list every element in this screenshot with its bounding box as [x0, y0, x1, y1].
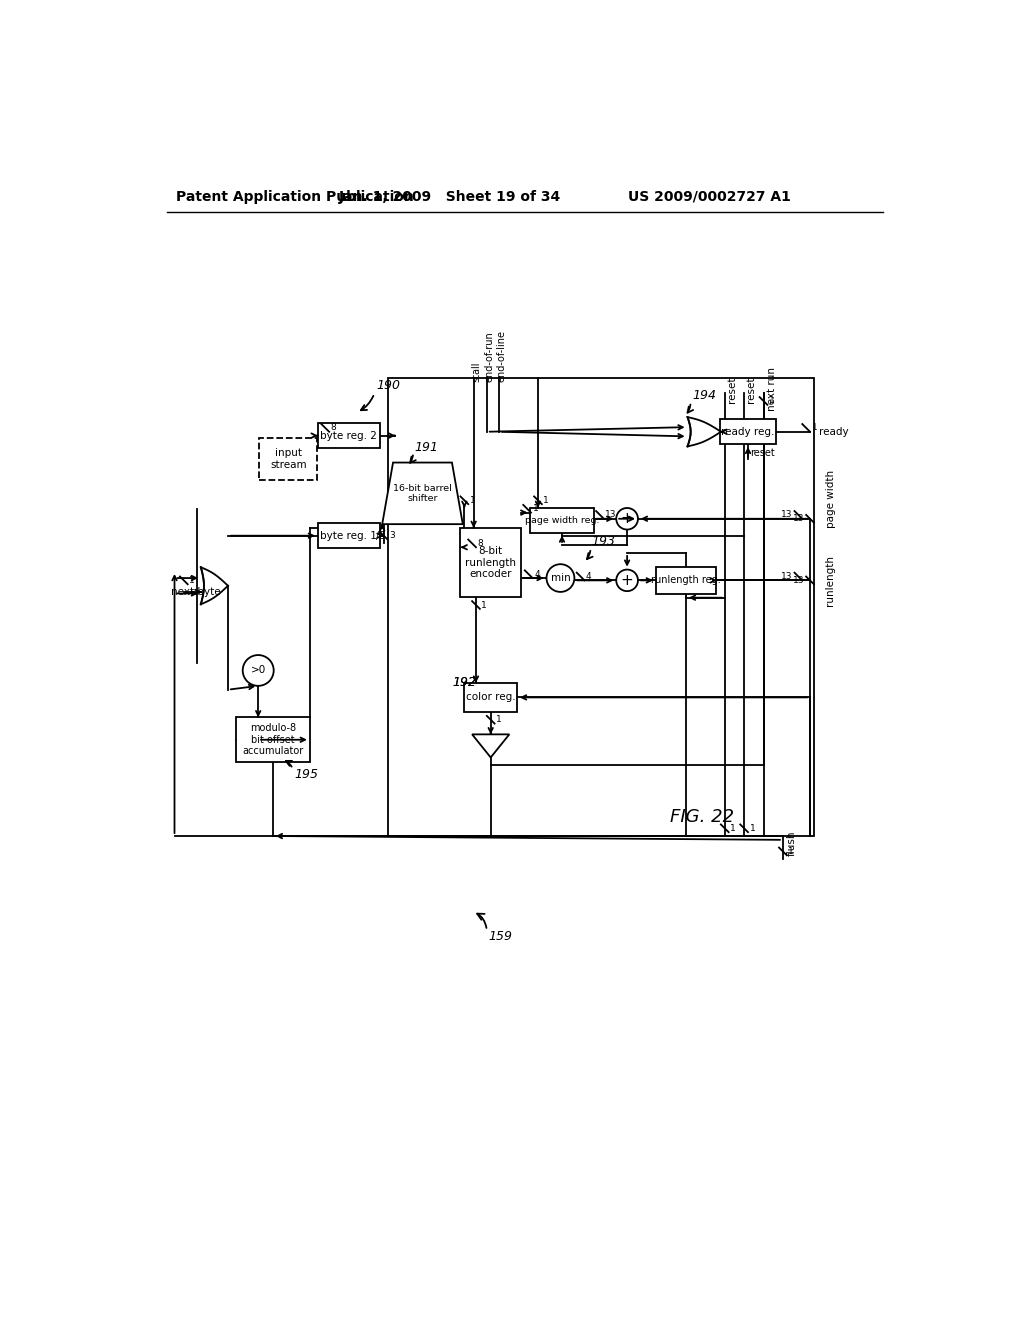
Polygon shape: [687, 417, 721, 446]
Text: next byte: next byte: [171, 587, 220, 597]
Text: 1: 1: [750, 824, 756, 833]
Text: 190: 190: [376, 379, 400, 392]
Text: byte reg. 2: byte reg. 2: [321, 430, 377, 441]
Text: 191: 191: [415, 441, 438, 454]
Text: page width: page width: [825, 470, 836, 528]
FancyArrowPatch shape: [477, 913, 486, 928]
Text: color reg.: color reg.: [466, 693, 515, 702]
Text: 13: 13: [605, 511, 616, 519]
Text: reset: reset: [746, 376, 757, 403]
Bar: [720, 420, 776, 444]
FancyArrowPatch shape: [687, 404, 693, 413]
Text: runlength reg.: runlength reg.: [651, 576, 721, 585]
Text: 13: 13: [793, 515, 805, 523]
Text: 192: 192: [452, 676, 476, 689]
Text: Jan. 1, 2009   Sheet 19 of 34: Jan. 1, 2009 Sheet 19 of 34: [339, 190, 561, 203]
Text: 195: 195: [295, 768, 318, 781]
Text: 8: 8: [477, 539, 483, 548]
Text: input
stream: input stream: [270, 447, 307, 470]
Text: FIG. 22: FIG. 22: [671, 808, 734, 826]
Text: +: +: [621, 511, 634, 527]
Text: Patent Application Publication: Patent Application Publication: [176, 190, 414, 203]
Text: page width reg.: page width reg.: [524, 516, 599, 525]
Circle shape: [616, 508, 638, 529]
Text: 192: 192: [452, 676, 476, 689]
Bar: [317, 523, 380, 548]
Bar: [655, 566, 716, 594]
Bar: [464, 682, 517, 711]
Text: 3: 3: [389, 531, 395, 540]
Bar: [317, 424, 380, 447]
Text: modulo-8
bit offset
accumulator: modulo-8 bit offset accumulator: [243, 723, 303, 756]
Text: 1: 1: [532, 504, 539, 513]
Text: 1: 1: [730, 824, 736, 833]
Text: reset: reset: [727, 376, 737, 403]
Text: 13: 13: [781, 572, 793, 581]
Text: 1: 1: [544, 496, 549, 504]
Polygon shape: [472, 734, 509, 758]
Text: flush: flush: [786, 832, 797, 857]
Circle shape: [616, 570, 638, 591]
Text: 4: 4: [535, 570, 540, 578]
Text: >0: >0: [251, 665, 266, 676]
FancyArrowPatch shape: [587, 550, 593, 560]
Text: next run: next run: [767, 367, 777, 412]
Text: 1: 1: [496, 715, 502, 725]
Text: 1: 1: [481, 601, 487, 610]
Text: 13: 13: [793, 576, 805, 585]
Bar: [530, 508, 594, 533]
Text: ready reg.: ready reg.: [721, 426, 775, 437]
Text: 1: 1: [189, 576, 195, 585]
FancyArrowPatch shape: [360, 396, 374, 411]
Text: 193: 193: [592, 536, 615, 548]
Bar: [237, 718, 309, 762]
Text: /3: /3: [376, 531, 385, 541]
FancyArrowPatch shape: [411, 455, 416, 463]
Text: 16-bit barrel
shifter: 16-bit barrel shifter: [393, 483, 452, 503]
Text: min: min: [551, 573, 570, 583]
Text: byte reg. 1: byte reg. 1: [321, 531, 377, 541]
Text: +: +: [621, 573, 634, 587]
Text: 1: 1: [470, 496, 475, 504]
FancyArrowPatch shape: [286, 760, 292, 767]
Polygon shape: [382, 462, 463, 524]
Text: runlength: runlength: [825, 554, 836, 606]
Text: 1: 1: [769, 396, 775, 405]
Text: 194: 194: [692, 389, 716, 403]
Circle shape: [243, 655, 273, 686]
Text: 1: 1: [812, 424, 817, 433]
Text: 13: 13: [781, 511, 793, 519]
Bar: [259, 437, 317, 480]
Text: end-of-run: end-of-run: [484, 331, 495, 381]
Circle shape: [547, 564, 574, 591]
Text: 159: 159: [488, 929, 512, 942]
Bar: [388, 378, 814, 836]
Text: 8: 8: [331, 424, 337, 433]
Text: end-of-line: end-of-line: [497, 330, 507, 381]
Text: 8-bit
runlength
encoder: 8-bit runlength encoder: [465, 546, 516, 579]
Text: 1: 1: [788, 847, 794, 855]
Polygon shape: [201, 568, 228, 605]
Text: ready: ready: [819, 426, 849, 437]
Text: stall: stall: [471, 362, 481, 381]
Text: 4: 4: [586, 572, 592, 581]
Bar: [461, 528, 521, 598]
Text: reset: reset: [751, 449, 775, 458]
Text: US 2009/0002727 A1: US 2009/0002727 A1: [628, 190, 791, 203]
